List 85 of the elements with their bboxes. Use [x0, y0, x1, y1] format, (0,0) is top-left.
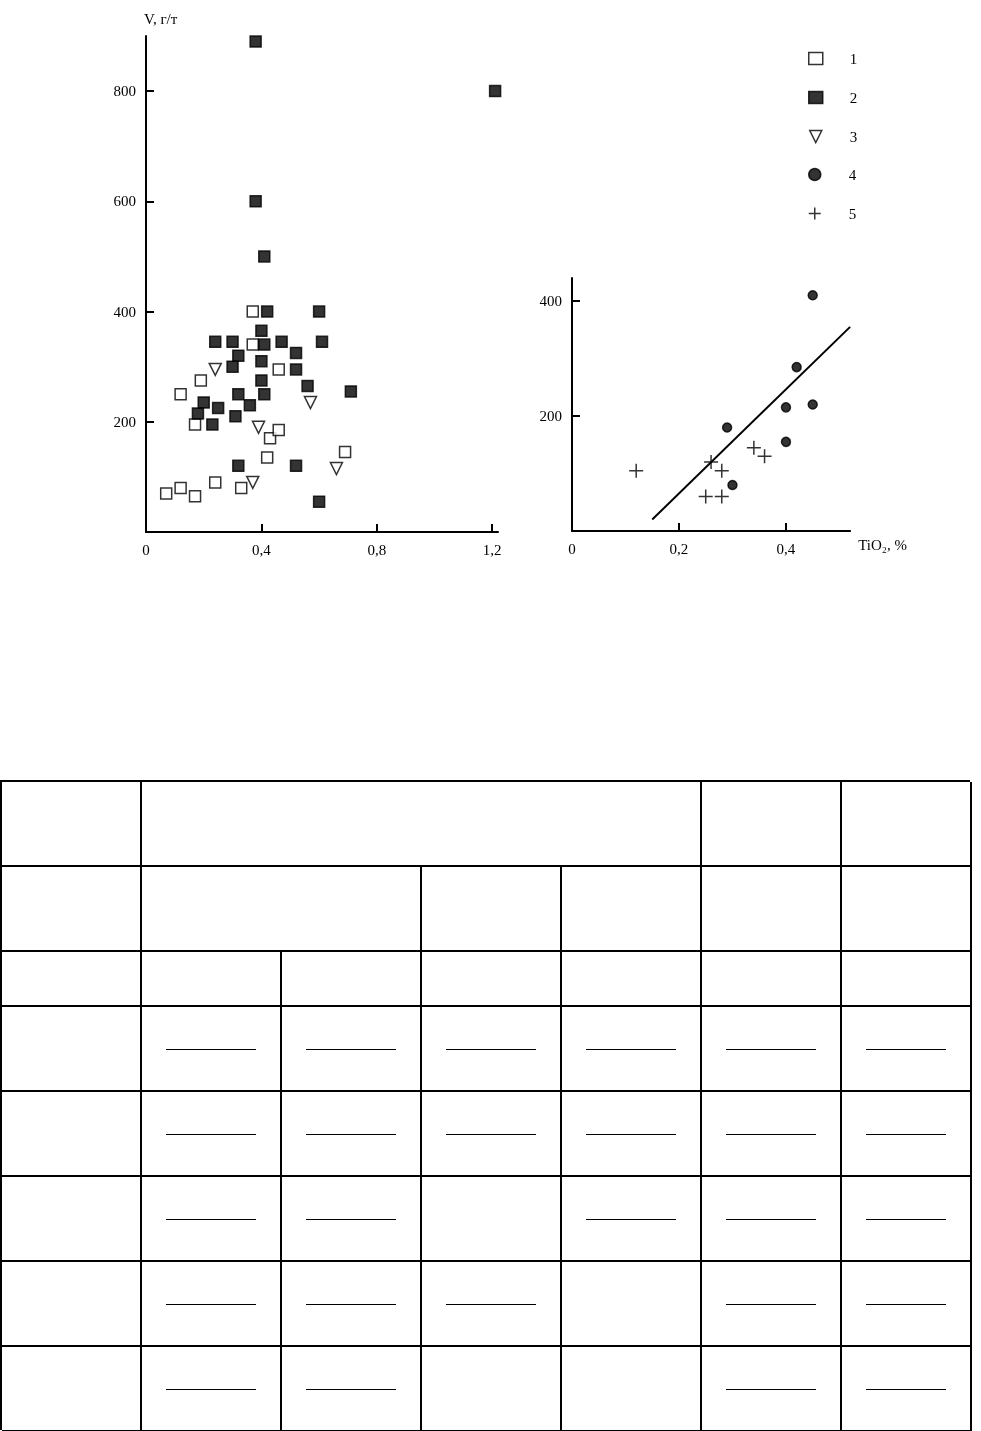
legend-label: 2	[849, 89, 858, 106]
point	[260, 305, 274, 318]
x-tick-label: 0,2	[669, 540, 689, 557]
point	[791, 361, 802, 373]
y-tick-label: 200	[113, 413, 136, 430]
point	[714, 488, 730, 505]
y-tick-label: 600	[113, 193, 136, 210]
point	[344, 385, 358, 398]
point	[229, 410, 242, 423]
point	[338, 445, 352, 459]
x-tick-label: 0,4	[776, 540, 796, 557]
point	[255, 324, 268, 338]
point	[174, 387, 187, 401]
point	[289, 363, 303, 376]
point	[780, 436, 792, 448]
point	[714, 462, 730, 479]
point	[756, 448, 773, 464]
point	[234, 481, 248, 495]
point	[312, 495, 326, 508]
point	[249, 195, 262, 208]
point	[251, 420, 266, 435]
point	[697, 488, 714, 505]
x-axis-title: TiO₂, %	[858, 536, 908, 553]
point	[258, 250, 271, 263]
point	[303, 395, 318, 410]
point	[226, 335, 239, 349]
y-axis-title: V, г/т	[144, 10, 178, 27]
point	[329, 461, 344, 476]
point	[255, 354, 268, 368]
point	[232, 349, 245, 362]
point	[208, 362, 222, 377]
x-tick-label: 0,8	[367, 541, 387, 558]
point	[246, 338, 259, 351]
point	[232, 459, 245, 473]
point	[746, 439, 762, 456]
point	[246, 305, 259, 318]
point	[260, 451, 274, 464]
point	[188, 489, 202, 503]
point	[159, 487, 173, 500]
point	[312, 305, 326, 318]
x-tick-label: 0	[568, 540, 576, 557]
point	[272, 363, 285, 376]
point	[289, 459, 303, 473]
point	[246, 475, 260, 490]
point	[206, 418, 219, 431]
point	[807, 290, 818, 301]
legend-label: 1	[849, 50, 858, 67]
point	[258, 338, 271, 351]
point	[301, 379, 314, 393]
y-tick-label: 400	[113, 303, 136, 320]
x-tick-label: 1,2	[482, 541, 502, 558]
point	[243, 398, 257, 412]
point	[315, 335, 329, 349]
point	[249, 35, 262, 48]
y-tick-label: 800	[113, 83, 136, 100]
point	[174, 481, 187, 495]
legend-label: 3	[849, 128, 858, 145]
point	[488, 84, 502, 98]
point	[263, 432, 277, 445]
y-tick-label: 400	[539, 293, 562, 309]
x-tick-label: 0	[142, 541, 150, 558]
point	[232, 387, 245, 401]
point	[209, 476, 222, 489]
point	[194, 374, 208, 387]
point	[721, 422, 733, 433]
point	[226, 360, 239, 373]
point	[255, 374, 268, 387]
legend-label: 4	[848, 166, 857, 183]
point	[703, 454, 719, 470]
legend-label: 5	[848, 205, 857, 222]
point	[272, 423, 285, 437]
point	[807, 399, 818, 410]
y-tick-label: 200	[539, 408, 562, 424]
point	[258, 387, 271, 401]
point	[191, 407, 205, 420]
point	[628, 462, 644, 479]
point	[289, 346, 303, 360]
point	[780, 402, 792, 413]
point	[197, 396, 210, 409]
point	[275, 335, 288, 349]
point	[211, 401, 225, 415]
x-tick-label: 0,4	[252, 541, 272, 558]
point	[188, 418, 202, 431]
point	[727, 479, 738, 491]
point	[209, 335, 222, 349]
